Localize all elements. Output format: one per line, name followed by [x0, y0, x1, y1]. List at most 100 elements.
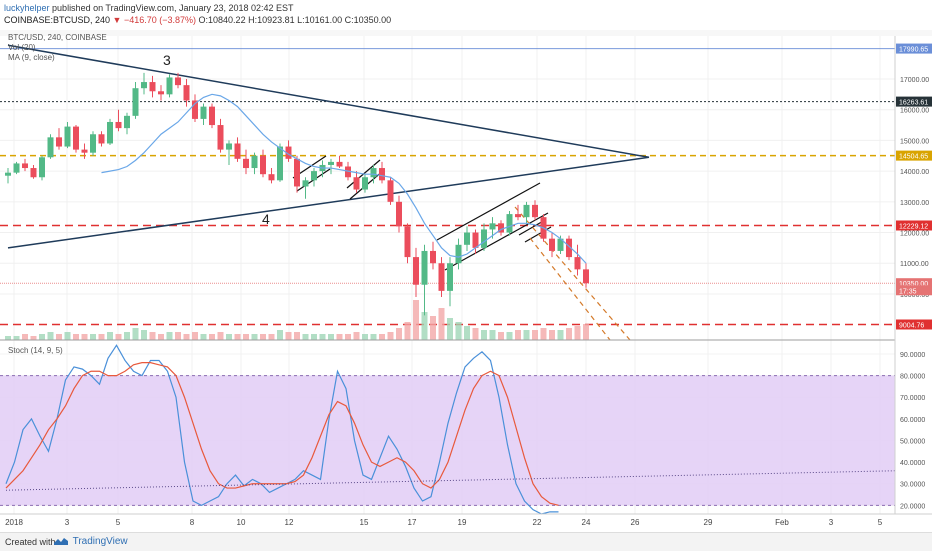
candle-body [73, 126, 79, 150]
volume-bar [294, 332, 300, 340]
candle-body [141, 82, 147, 89]
tradingview-logo-icon [54, 538, 68, 546]
candle-body [217, 125, 224, 150]
stoch-tick-label: 50.0000 [900, 438, 925, 445]
volume-bar [260, 334, 266, 340]
triangle-trendline [7, 44, 650, 159]
stoch-tick-label: 80.0000 [900, 374, 925, 381]
volume-bar [217, 332, 224, 340]
volume-bar [277, 330, 283, 340]
volume-bar [540, 328, 547, 340]
candle-body [379, 168, 385, 181]
candle-body [362, 177, 368, 190]
stoch-tick-label: 20.0000 [900, 503, 925, 510]
candle-body [81, 149, 88, 153]
candle-body [574, 257, 581, 270]
candle-body [506, 214, 513, 233]
volume-bar [319, 334, 326, 340]
volume-bar [464, 326, 470, 340]
price-tick-label: 16000.00 [900, 108, 929, 115]
price-level-tag [896, 150, 932, 161]
candle-body [243, 158, 249, 169]
author-link[interactable]: luckyhelper [4, 3, 50, 13]
ma-indicator-label[interactable]: MA (9, close) [8, 53, 55, 62]
candle-body [285, 146, 292, 159]
candle-body [175, 77, 181, 86]
change-label: ▼ −416.70 (−3.87%) [112, 15, 197, 25]
volume-bar [98, 334, 105, 340]
candle-body [421, 250, 428, 285]
triangle-trendline [7, 156, 650, 249]
volume-indicator-label[interactable]: Vol (20) [8, 43, 36, 52]
candle-body [370, 168, 377, 178]
tradingview-brand[interactable]: TradingView [54, 536, 128, 547]
footer-bar: Created with TradingView [0, 532, 932, 551]
volume-bar [200, 334, 207, 340]
stoch-tick-label: 90.0000 [900, 352, 925, 359]
candle-body [183, 85, 190, 101]
candle-body [413, 257, 419, 285]
publish-info: luckyhelper published on TradingView.com… [4, 3, 294, 13]
volume-bar [532, 330, 538, 340]
volume-bar [115, 334, 122, 340]
candle-body [149, 82, 156, 92]
trendlines [7, 44, 650, 249]
candle-body [260, 155, 266, 175]
volume-bar [506, 332, 513, 340]
tradingview-brand-label: TradingView [72, 536, 128, 547]
candle-body [39, 157, 45, 178]
candle-body [481, 229, 487, 248]
volume-bar [47, 332, 54, 340]
candle-body [464, 232, 470, 245]
candle-body [583, 269, 589, 284]
candle-body [90, 134, 96, 153]
price-tick-label: 12000.00 [900, 231, 929, 238]
candle-body [47, 137, 54, 158]
price-axis[interactable]: 10000.00 11000.00 12000.00 13000.00 14000.00… [896, 43, 932, 511]
volume-bar [396, 328, 402, 340]
volume-bar [56, 334, 62, 340]
publish-text: published on TradingView.com, January 23… [52, 3, 294, 13]
candle-body [345, 166, 351, 178]
volume-bar [379, 334, 385, 340]
price-level-label: 12229.12 [899, 223, 928, 230]
volume-bar [192, 332, 198, 340]
volume-bar [90, 334, 96, 340]
candle-body [158, 91, 164, 95]
volume-bar [413, 300, 419, 340]
volume-bar [175, 332, 181, 340]
candle-body [387, 180, 394, 202]
volume-bars [5, 300, 589, 340]
price-level-tag [896, 96, 932, 107]
volume-bar [13, 336, 20, 340]
price-level-label: 9004.76 [899, 323, 924, 330]
price-level-label: 17990.65 [899, 47, 928, 54]
candle-body [268, 174, 275, 181]
wave-annotations: 34 [163, 52, 270, 227]
volume-bar [498, 332, 504, 340]
volume-bar [489, 330, 496, 340]
time-axis[interactable]: 2018 3 5 8 10 12 15 17 19 22 24 26 29 Feb 3 5 [5, 518, 883, 527]
ohlc-info: COINBASE:BTCUSD, 240 ▼ −416.70 (−3.87%) … [4, 15, 391, 25]
time-tick-label: 15 [360, 518, 369, 527]
price-level-tag [896, 278, 932, 289]
volume-bar [574, 326, 581, 340]
candle-body [5, 172, 11, 176]
time-tick-label: 19 [458, 518, 467, 527]
volume-bar [430, 316, 436, 340]
ohlc-label: O:10840.22 H:10923.81 L:10161.00 C:10350… [198, 15, 392, 25]
wave-label-3: 3 [163, 52, 171, 68]
candle-body [226, 143, 232, 150]
stoch-overbought-oversold-band [0, 375, 895, 506]
chart-canvas[interactable]: 10000.00 11000.00 12000.00 13000.00 14000.00… [0, 0, 932, 532]
stoch-indicator-label[interactable]: Stoch (14, 9, 5) [8, 346, 63, 355]
volume-bar [107, 332, 113, 340]
time-tick-label: 8 [190, 518, 195, 527]
volume-bar [583, 324, 589, 340]
candle-body [302, 180, 309, 187]
volume-bar [141, 330, 147, 340]
volume-bar [566, 328, 572, 340]
stochastic-lines [5, 344, 896, 515]
candlestick-series [5, 72, 589, 316]
price-level-label: 10350.00 [899, 281, 928, 288]
